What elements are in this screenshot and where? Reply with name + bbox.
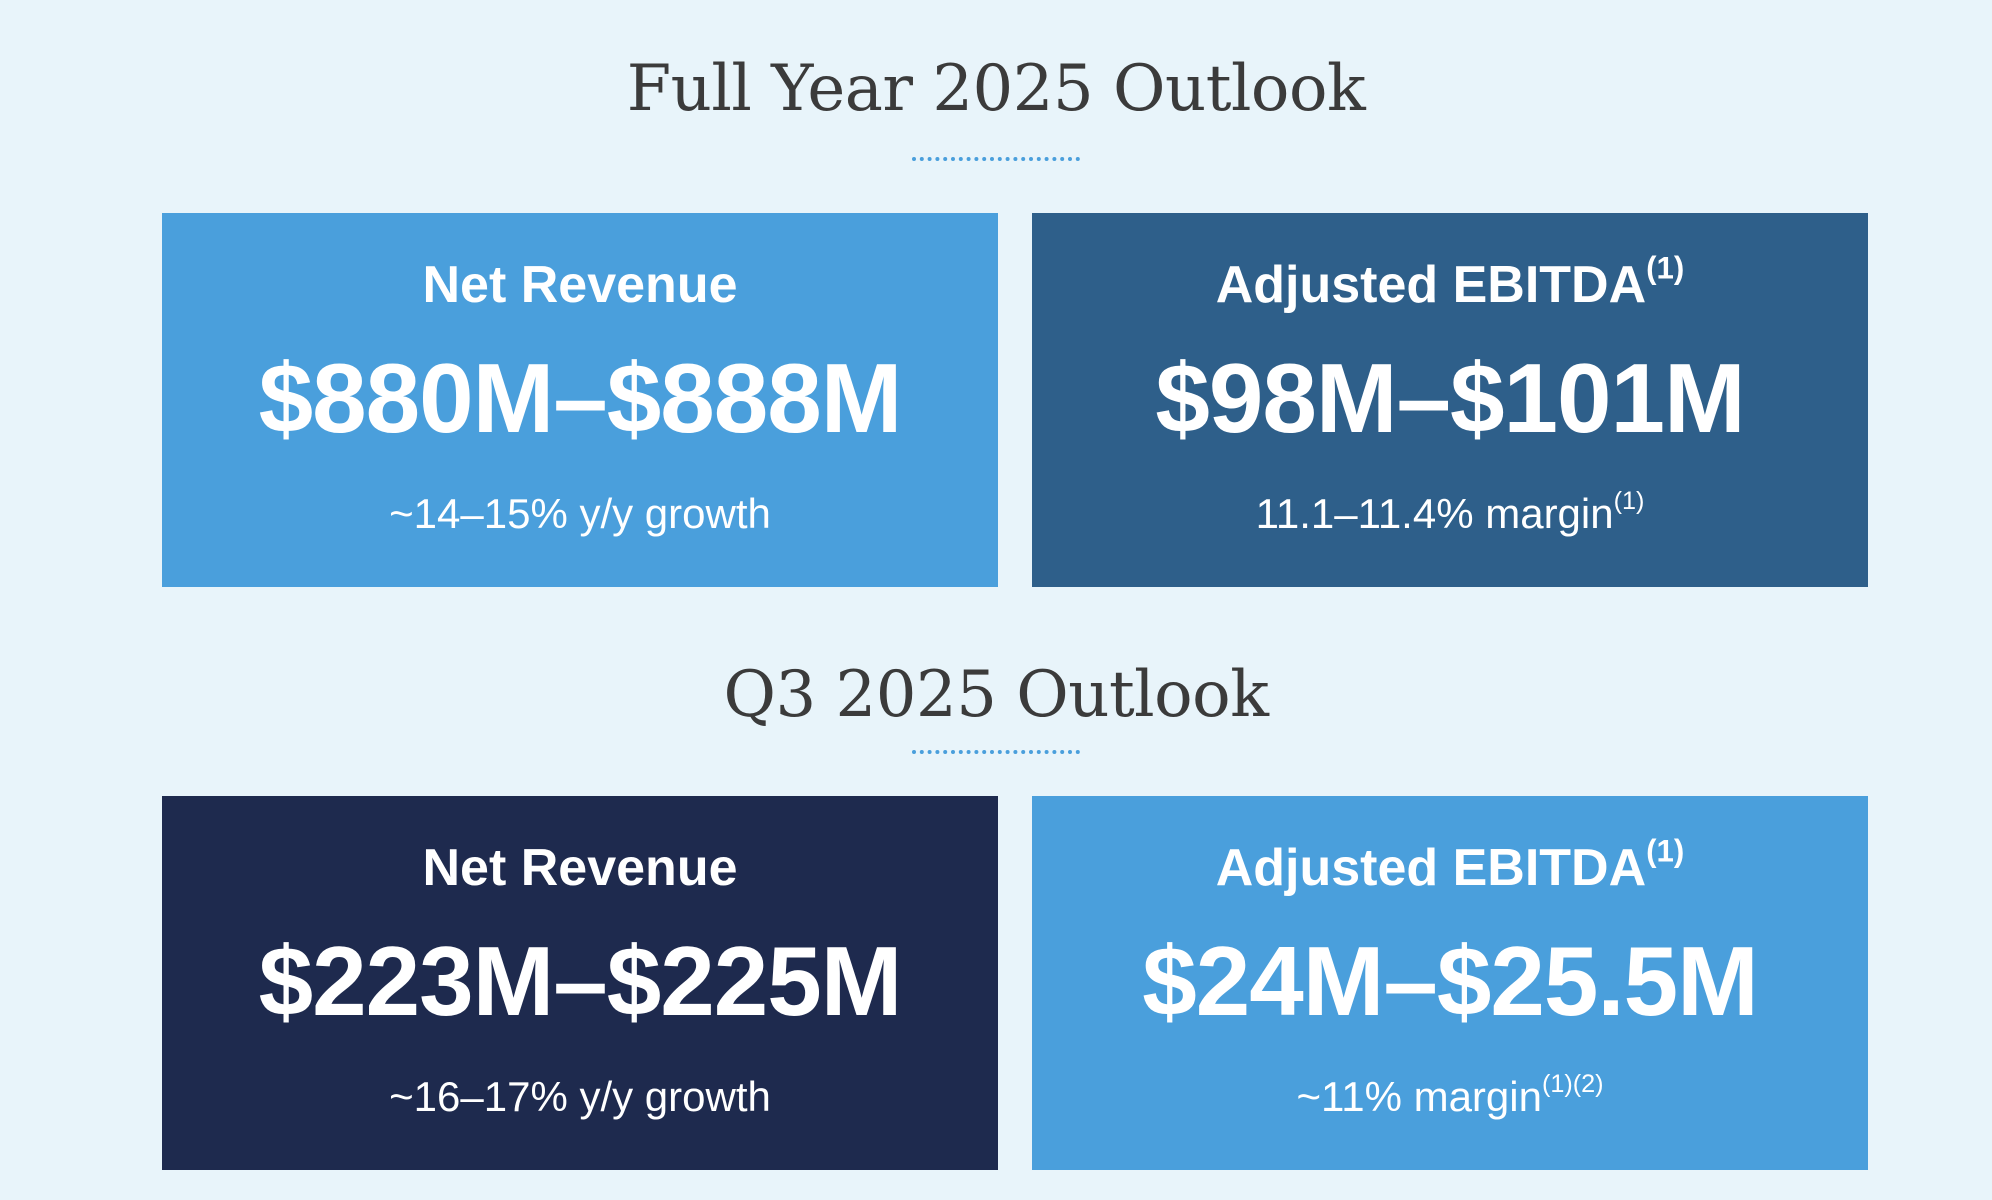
q3-adjusted-ebitda-label: Adjusted EBITDA(1)	[1032, 836, 1868, 898]
q3-adjusted-ebitda-value: $24M–$25.5M	[1142, 926, 1759, 1036]
full-year-net-revenue-growth: ~14–15% y/y growth	[389, 490, 771, 537]
q3-net-revenue-value: $223M–$225M	[258, 926, 903, 1036]
q3-net-revenue-card: Net Revenue $223M–$225M ~16–17% y/y grow…	[162, 796, 998, 1170]
q3-divider	[912, 750, 1080, 754]
full-year-net-revenue-label: Net Revenue	[422, 256, 738, 314]
q3-net-revenue-growth: ~16–17% y/y growth	[389, 1073, 771, 1120]
full-year-divider	[912, 157, 1080, 161]
full-year-adjusted-ebitda-margin-footnote: (1)	[1613, 487, 1645, 516]
full-year-adjusted-ebitda-margin-text: 11.1–11.4% margin	[1255, 490, 1614, 537]
full-year-net-revenue-card: Net Revenue $880M–$888M ~14–15% y/y grow…	[162, 213, 998, 587]
full-year-adjusted-ebitda-card: Adjusted EBITDA(1) $98M–$101M 11.1–11.4%…	[1032, 213, 1868, 587]
q3-title: Q3 2025 Outlook	[723, 658, 1269, 732]
q3-adjusted-ebitda-margin-footnote: (1)(2)	[1541, 1070, 1604, 1099]
full-year-adjusted-ebitda-label-footnote: (1)	[1646, 250, 1685, 286]
full-year-adjusted-ebitda-value: $98M–$101M	[1155, 343, 1745, 453]
q3-adjusted-ebitda-margin: ~11% margin(1)(2)	[1032, 1072, 1868, 1122]
full-year-adjusted-ebitda-label: Adjusted EBITDA(1)	[1032, 253, 1868, 315]
q3-adjusted-ebitda-margin-text: ~11% margin	[1296, 1073, 1542, 1120]
full-year-adjusted-ebitda-label-text: Adjusted EBITDA	[1215, 256, 1647, 314]
full-year-net-revenue-value: $880M–$888M	[258, 343, 903, 453]
q3-net-revenue-label: Net Revenue	[422, 839, 738, 897]
q3-adjusted-ebitda-label-footnote: (1)	[1646, 833, 1685, 869]
full-year-adjusted-ebitda-margin: 11.1–11.4% margin(1)	[1032, 489, 1868, 539]
full-year-title: Full Year 2025 Outlook	[626, 52, 1366, 126]
q3-adjusted-ebitda-card: Adjusted EBITDA(1) $24M–$25.5M ~11% marg…	[1032, 796, 1868, 1170]
q3-adjusted-ebitda-label-text: Adjusted EBITDA	[1215, 839, 1647, 897]
